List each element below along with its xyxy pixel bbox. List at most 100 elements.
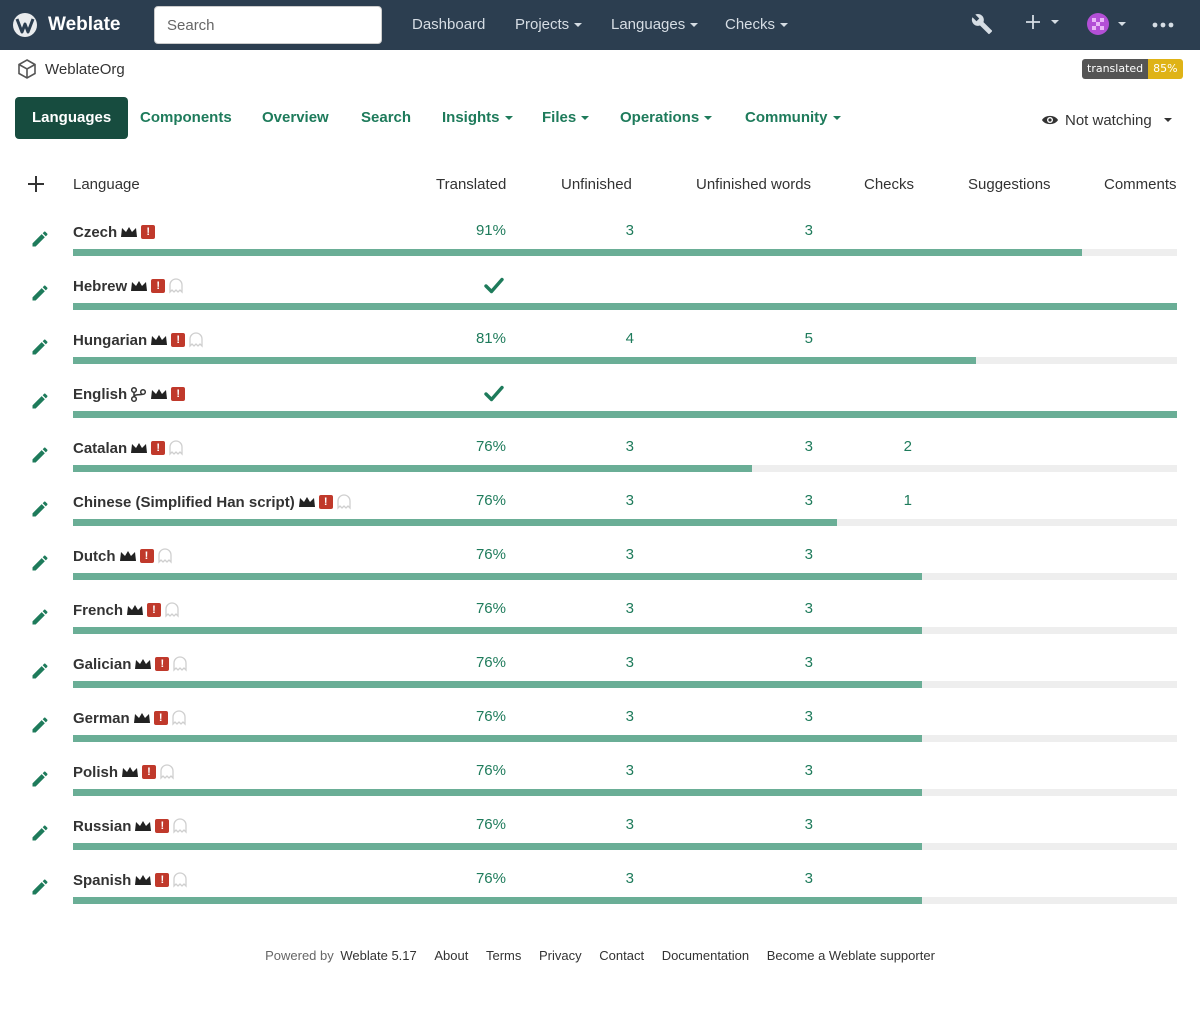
- add-language-icon[interactable]: [27, 175, 45, 193]
- unfinished-words-value[interactable]: 3: [804, 708, 813, 725]
- more-icon[interactable]: [1152, 22, 1174, 28]
- unfinished-value[interactable]: 3: [625, 546, 634, 563]
- footer-supporter-link[interactable]: Become a Weblate supporter: [766, 948, 935, 963]
- unfinished-words-value[interactable]: 3: [804, 438, 813, 455]
- language-name[interactable]: Spanish: [73, 871, 132, 889]
- tab-files[interactable]: Files: [542, 97, 590, 139]
- alert-icon[interactable]: !: [142, 765, 157, 779]
- edit-icon[interactable]: [30, 823, 50, 843]
- header-suggestions[interactable]: Suggestions: [968, 176, 1051, 193]
- tab-search[interactable]: Search: [361, 109, 412, 126]
- translated-value[interactable]: 76%: [475, 492, 506, 509]
- header-comments[interactable]: Comments: [1104, 176, 1177, 193]
- edit-icon[interactable]: [30, 607, 50, 627]
- unfinished-value[interactable]: 4: [625, 330, 634, 347]
- alert-icon[interactable]: !: [139, 549, 154, 563]
- unfinished-words-value[interactable]: 3: [804, 762, 813, 779]
- language-name[interactable]: Polish: [73, 763, 119, 781]
- alert-icon[interactable]: !: [151, 441, 166, 455]
- edit-icon[interactable]: [30, 283, 50, 303]
- nav-projects[interactable]: Projects: [515, 16, 583, 33]
- breadcrumb-project[interactable]: WeblateOrg: [45, 60, 125, 78]
- unfinished-value[interactable]: 3: [625, 600, 634, 617]
- unfinished-value[interactable]: 3: [625, 492, 634, 509]
- footer-privacy-link[interactable]: Privacy: [539, 948, 582, 963]
- edit-icon[interactable]: [30, 553, 50, 573]
- language-name[interactable]: Hebrew: [73, 277, 128, 295]
- alert-icon[interactable]: !: [155, 819, 170, 833]
- weblate-logo[interactable]: Weblate: [10, 11, 121, 39]
- translated-value[interactable]: 76%: [475, 870, 506, 887]
- alert-icon[interactable]: !: [318, 495, 333, 509]
- footer-about-link[interactable]: About: [434, 948, 469, 963]
- edit-icon[interactable]: [30, 769, 50, 789]
- unfinished-words-value[interactable]: 3: [804, 816, 813, 833]
- translated-value[interactable]: 76%: [475, 816, 506, 833]
- unfinished-value[interactable]: 3: [625, 816, 634, 833]
- nav-dashboard[interactable]: Dashboard: [412, 16, 486, 33]
- language-name[interactable]: Dutch: [73, 547, 116, 565]
- footer-contact-link[interactable]: Contact: [599, 948, 645, 963]
- language-name[interactable]: Chinese (Simplified Han script): [73, 493, 295, 511]
- unfinished-words-value[interactable]: 3: [804, 492, 813, 509]
- alert-icon[interactable]: !: [155, 657, 170, 671]
- unfinished-value[interactable]: 3: [625, 708, 634, 725]
- edit-icon[interactable]: [30, 877, 50, 897]
- header-language[interactable]: Language: [73, 176, 140, 193]
- translated-value[interactable]: 76%: [475, 654, 506, 671]
- translated-value[interactable]: 76%: [475, 438, 506, 455]
- edit-icon[interactable]: [30, 445, 50, 465]
- translated-value[interactable]: 76%: [475, 600, 506, 617]
- alert-icon[interactable]: !: [155, 873, 170, 887]
- alert-icon[interactable]: !: [151, 279, 166, 293]
- language-name[interactable]: Catalan: [73, 439, 128, 457]
- unfinished-words-value[interactable]: 3: [804, 654, 813, 671]
- checks-value[interactable]: 2: [903, 438, 912, 455]
- footer-documentation-link[interactable]: Documentation: [661, 948, 750, 963]
- language-name[interactable]: Russian: [73, 817, 132, 835]
- language-name[interactable]: English: [73, 385, 128, 403]
- watch-dropdown[interactable]: Not watching: [1041, 110, 1172, 130]
- translated-value[interactable]: 76%: [475, 708, 506, 725]
- edit-icon[interactable]: [30, 337, 50, 357]
- header-unfinished-words[interactable]: Unfinished words: [696, 176, 812, 193]
- tab-operations[interactable]: Operations: [620, 97, 713, 139]
- translated-value[interactable]: 76%: [475, 546, 506, 563]
- translated-value[interactable]: 81%: [475, 330, 506, 347]
- language-name[interactable]: German: [73, 709, 130, 727]
- edit-icon[interactable]: [30, 715, 50, 735]
- unfinished-words-value[interactable]: 3: [804, 222, 813, 239]
- unfinished-words-value[interactable]: 3: [804, 870, 813, 887]
- alert-icon[interactable]: !: [171, 387, 186, 401]
- add-menu[interactable]: [1024, 13, 1059, 31]
- edit-icon[interactable]: [30, 499, 50, 519]
- language-name[interactable]: Czech: [73, 223, 118, 241]
- tab-overview[interactable]: Overview: [262, 109, 329, 126]
- edit-icon[interactable]: [30, 229, 50, 249]
- unfinished-words-value[interactable]: 3: [804, 546, 813, 563]
- nav-checks[interactable]: Checks: [725, 16, 789, 33]
- unfinished-value[interactable]: 3: [625, 654, 634, 671]
- alert-icon[interactable]: !: [147, 603, 162, 617]
- translated-badge[interactable]: translated 85%: [1082, 59, 1183, 79]
- unfinished-value[interactable]: 3: [625, 222, 634, 239]
- language-name[interactable]: Hungarian: [73, 331, 148, 349]
- unfinished-value[interactable]: 3: [625, 438, 634, 455]
- alert-icon[interactable]: !: [153, 711, 168, 725]
- tab-languages[interactable]: Languages: [15, 97, 129, 139]
- unfinished-words-value[interactable]: 5: [804, 330, 813, 347]
- tab-community[interactable]: Community: [745, 97, 841, 139]
- language-name[interactable]: Galician: [73, 655, 132, 673]
- footer-weblate-link[interactable]: Weblate 5.17: [340, 948, 417, 963]
- language-name[interactable]: French: [73, 601, 124, 619]
- search-input[interactable]: [154, 6, 382, 44]
- alert-icon[interactable]: !: [141, 225, 156, 239]
- footer-terms-link[interactable]: Terms: [485, 948, 522, 963]
- user-menu[interactable]: [1087, 13, 1126, 35]
- header-unfinished[interactable]: Unfinished: [561, 176, 632, 193]
- header-checks[interactable]: Checks: [864, 176, 915, 193]
- unfinished-value[interactable]: 3: [625, 762, 634, 779]
- unfinished-value[interactable]: 3: [625, 870, 634, 887]
- checks-value[interactable]: 1: [903, 492, 912, 509]
- tab-components[interactable]: Components: [140, 109, 232, 126]
